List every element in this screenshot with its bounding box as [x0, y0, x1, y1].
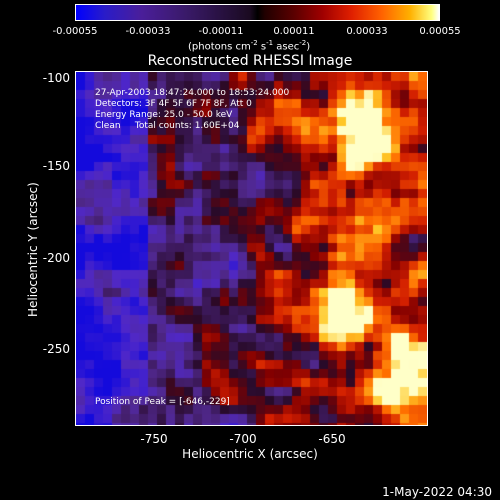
colorbar-tick: -0.00033 [125, 26, 171, 37]
info-detectors: Detectors: 3F 4F 5F 6F 7F 8F, Att 0 [95, 99, 252, 109]
colorbar [75, 4, 440, 21]
info-peak: Position of Peak = [-646,-229] [95, 397, 230, 407]
x-tick-label: -700 [229, 432, 257, 446]
y-tick-label: -100 [42, 71, 70, 85]
image-plot [75, 71, 428, 426]
colorbar-tick: 0.00055 [419, 26, 461, 37]
info-clean: Clean Total counts: 1.60E+04 [95, 121, 240, 131]
colorbar-units: (photons cm-2 s-1 asec-2) [188, 39, 311, 53]
x-tick-label: -750 [140, 432, 168, 446]
y-tick-label: -250 [42, 342, 70, 356]
x-axis-label: Heliocentric X (arcsec) [182, 447, 318, 461]
colorbar-tick: 0.00033 [346, 26, 388, 37]
y-tick-label: -150 [42, 159, 70, 173]
timestamp: 1-May-2022 04:30 [382, 485, 492, 499]
y-axis-label: Heliocentric Y (arcsec) [26, 182, 40, 317]
plot-title: Reconstructed RHESSI Image [147, 53, 353, 69]
colorbar-tick: 0.00011 [273, 26, 315, 37]
x-tick-label: -650 [318, 432, 346, 446]
info-energy: Energy Range: 25.0 - 50.0 keV [95, 110, 233, 120]
rhessi-image [76, 72, 427, 425]
y-tick-label: -200 [42, 251, 70, 265]
colorbar-tick: -0.00011 [198, 26, 244, 37]
info-time: 27-Apr-2003 18:47:24.000 to 18:53:24.000 [95, 88, 290, 98]
colorbar-tick: -0.00055 [52, 26, 98, 37]
